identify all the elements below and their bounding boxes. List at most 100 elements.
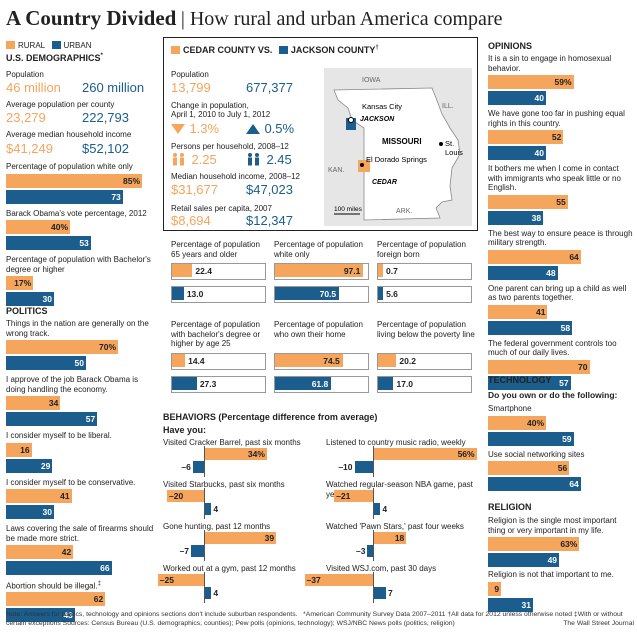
urban-bar <box>488 431 574 446</box>
down-triangle-icon <box>171 124 185 134</box>
urban-value-label: 4 <box>382 504 388 514</box>
population-urban: 260 million <box>82 80 145 95</box>
urban-bar <box>488 91 546 105</box>
urban-bar <box>488 320 573 335</box>
urban-value-label: –6 <box>181 462 191 472</box>
legend-rural-swatch <box>6 41 15 49</box>
jackson-bar <box>275 376 332 390</box>
urban-value-label: 57 <box>559 377 569 388</box>
urban-value-label: 40 <box>534 93 544 103</box>
jackson-value: 17.0 <box>396 378 414 389</box>
rural-value-label: 34% <box>247 449 265 459</box>
footnote-line-1: Note: Answers for politics, technology a… <box>6 610 634 619</box>
rural-value-label: 52 <box>551 132 562 142</box>
behavior-label: Listened to country music radio, weekly <box>326 438 466 447</box>
county-change-jackson-value: 0.5% <box>264 121 295 136</box>
rural-value-label: 42 <box>61 547 72 557</box>
urban-value-label: 64 <box>569 479 579 489</box>
urban-bar <box>204 503 212 515</box>
avg-pop-urban: 222,793 <box>82 110 129 125</box>
urban-bar <box>488 146 546 160</box>
bar-item-label: Religion is not that important to me. <box>488 570 614 579</box>
behaviors-have: Have you: <box>163 425 207 435</box>
jackson-box <box>171 375 266 393</box>
county-item-label: Percentage of population 65 years and ol… <box>171 240 260 259</box>
legend: RURAL URBAN <box>6 41 92 50</box>
urban-value-label: 29 <box>40 460 51 471</box>
urban-value-label: 30 <box>42 294 52 304</box>
rural-bar <box>6 276 34 290</box>
rural-value-label: 59% <box>554 77 572 87</box>
urban-bar <box>6 561 112 575</box>
rural-value-label: –25 <box>159 575 174 585</box>
cedar-value: 14.4 <box>188 355 205 366</box>
map-label-kan: KAN. <box>328 167 344 174</box>
avg-pop-label: Average population per county <box>6 100 115 109</box>
county-legend: CEDAR COUNTY VS. JACKSON COUNTY† <box>171 45 379 55</box>
urban-value-label: 38 <box>531 212 542 223</box>
rural-bar <box>488 194 568 209</box>
rural-value-label: –21 <box>336 491 351 501</box>
missouri-map: IOWA ILL. MISSOURI KAN. ARK. Kansas City… <box>324 68 472 226</box>
zero-axis-line <box>373 488 374 519</box>
urban-bar <box>6 458 53 473</box>
map-label-jackson: JACKSON <box>360 116 395 123</box>
urban-bar <box>6 356 86 370</box>
urban-value-label: –10 <box>338 462 353 472</box>
title-subtitle: How rural and urban America compare <box>189 8 503 30</box>
rural-bar <box>488 537 580 551</box>
county-population-cedar: 13,799 <box>171 80 211 95</box>
behavior-label: Visited Cracker Barrel, past six months <box>163 438 301 447</box>
rural-bar <box>488 461 570 475</box>
urban-value-label: 59 <box>562 433 572 444</box>
map-label-ark: ARK. <box>396 208 412 215</box>
bar-item-label: The best way to ensure peace is through … <box>488 228 633 248</box>
cedar-bar <box>275 353 343 367</box>
county-income-jackson: $47,023 <box>246 182 293 197</box>
income-urban: $52,102 <box>82 141 129 156</box>
urban-value-label: 66 <box>100 563 110 573</box>
urban-value-label: 30 <box>42 507 52 517</box>
jackson-value: 61.8 <box>311 378 329 389</box>
jackson-value: 13.0 <box>186 289 204 299</box>
map-scale-label: 100 miles <box>334 206 363 213</box>
behavior-label: Watched 'Pawn Stars,' past four weeks <box>326 522 464 531</box>
rural-bar <box>488 304 548 319</box>
jackson-label-mark: † <box>375 45 379 51</box>
cedar-bar <box>275 264 364 277</box>
cedar-box <box>274 263 369 280</box>
urban-value-label: 73 <box>111 191 121 202</box>
county-retail-cedar: $8,694 <box>171 213 211 228</box>
household-icon <box>173 153 184 166</box>
technology-heading: TECHNOLOGY <box>488 375 552 385</box>
jackson-label: JACKSON COUNTY <box>290 45 376 55</box>
bar-item-label: We have gone too far in pushing equal ri… <box>488 109 625 128</box>
bar-item-label: Barack Obama's vote percentage, 2012 <box>6 208 147 218</box>
cedar-bar <box>172 353 186 367</box>
footnote-line-2: certain exceptions Sources: Census Burea… <box>6 619 634 628</box>
urban-value-label: 48 <box>546 267 556 278</box>
rural-value-label: 70 <box>578 361 588 372</box>
rural-bar <box>6 396 61 410</box>
rural-value-label: 41 <box>535 306 546 317</box>
credit: The Wall Street Journal <box>563 620 634 627</box>
cedar-label: CEDAR COUNTY VS. <box>183 45 273 55</box>
rural-value-label: 40% <box>50 222 68 232</box>
rural-value-label: 63% <box>560 539 578 549</box>
behavior-label: Visited Starbucks, past six months <box>163 480 285 489</box>
urban-bar <box>373 503 381 515</box>
map-label-cedar: CEDAR <box>372 179 397 186</box>
rural-value-label: 56% <box>457 449 475 459</box>
jackson-bar <box>275 287 340 300</box>
county-persons-jackson-value: 2.45 <box>266 152 292 167</box>
urban-value-label: 43 <box>63 609 73 620</box>
avg-pop-rural: 23,279 <box>6 110 46 125</box>
map-label-missouri: MISSOURI <box>382 137 422 146</box>
income-rural: $41,249 <box>6 141 53 156</box>
st-louis-marker <box>439 142 443 146</box>
legend-rural-label: RURAL <box>18 41 45 50</box>
behaviors-heading: BEHAVIORS (Percentage difference from av… <box>163 412 378 422</box>
bar-item-label: Percentage of population with Bachelor's… <box>6 255 151 274</box>
urban-bar <box>191 545 204 557</box>
behavior-label: Visited WSJ.com, past 30 days <box>326 564 437 573</box>
